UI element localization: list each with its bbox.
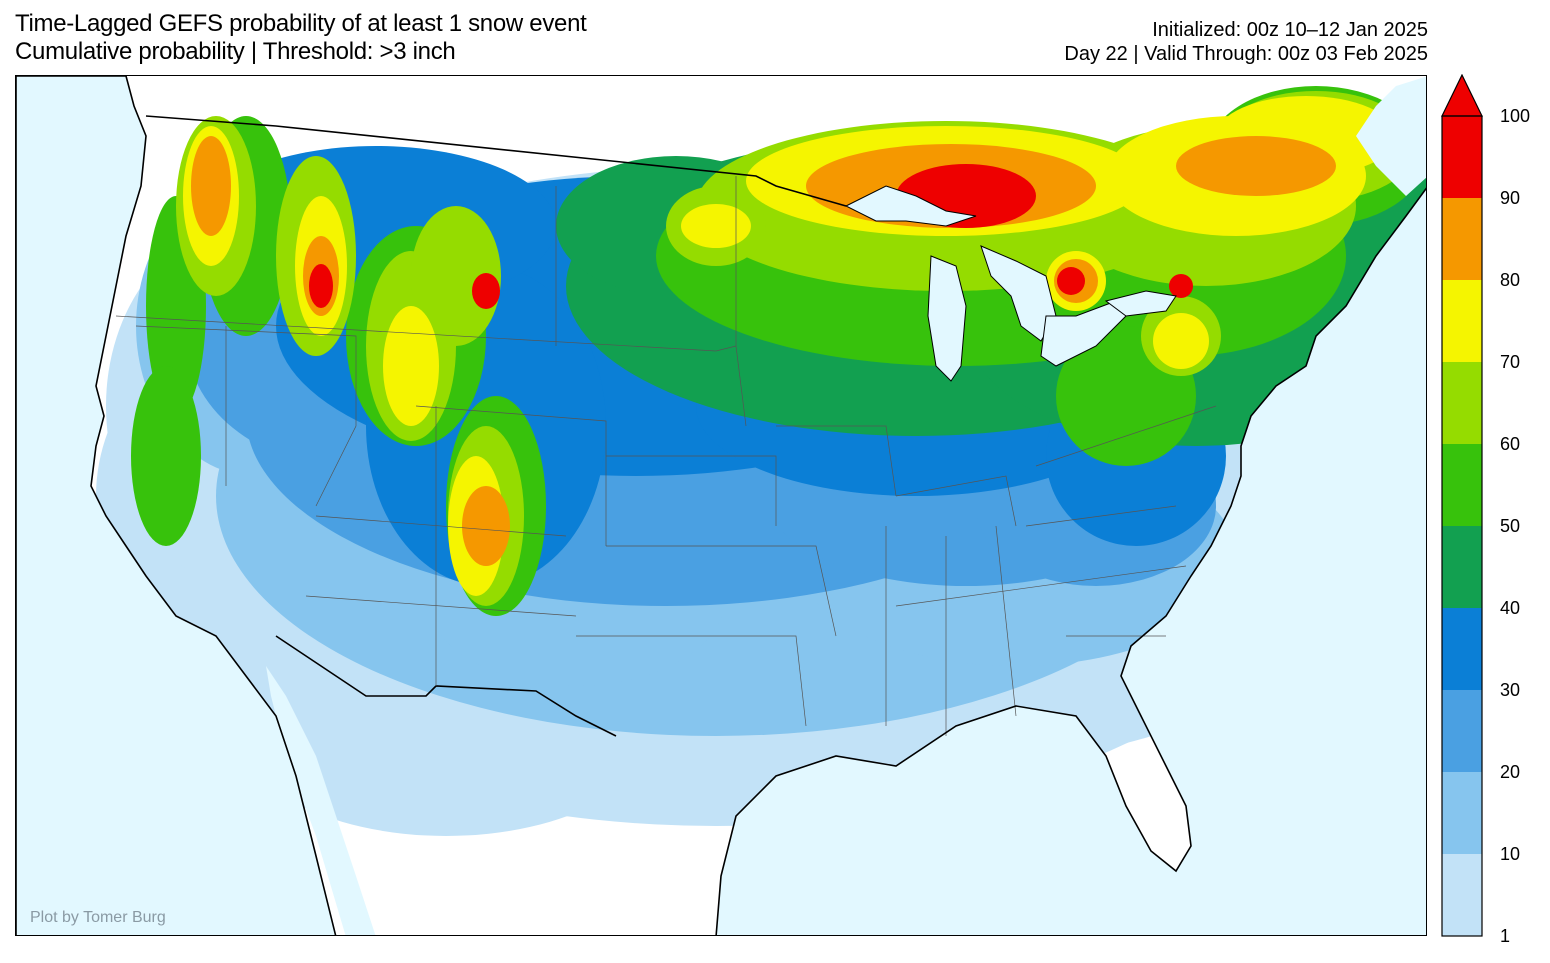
probability-contour-61 [1057, 267, 1085, 295]
ocean-mask [16, 76, 1426, 935]
probability-contour-55 [191, 136, 231, 236]
colorbar [1441, 74, 1483, 937]
colorbar-segment-2 [1442, 690, 1482, 772]
border-line-10 [776, 425, 897, 497]
border-line-9 [735, 176, 747, 427]
ocean-area-0 [16, 76, 336, 935]
lake-2 [980, 245, 1057, 342]
ocean-area-1 [266, 188, 1426, 935]
colorbar-extend-arrow [1441, 74, 1483, 117]
probability-contour-45 [383, 306, 439, 426]
border-line-5 [415, 405, 607, 546]
colorbar-tick-label: 50 [1500, 516, 1521, 536]
colorbar-segment-5 [1442, 444, 1482, 526]
map-title: Time-Lagged GEFS probability of at least… [15, 10, 587, 37]
border-line-11 [895, 475, 1017, 527]
colorbar-frame [1441, 115, 1483, 937]
map-subtitle: Cumulative probability | Threshold: >3 i… [15, 38, 456, 65]
ocean-area-2 [1356, 76, 1426, 196]
border-line-18 [995, 525, 1017, 717]
title-block: Time-Lagged GEFS probability of at least… [15, 10, 587, 66]
probability-contour-52 [1176, 136, 1336, 196]
border-line-6 [606, 455, 777, 526]
border-line-14 [305, 595, 577, 617]
colorbar-segment-7 [1442, 280, 1482, 362]
probability-contour-58 [472, 273, 500, 309]
border-line-21 [895, 565, 1187, 607]
probability-contour-48 [681, 204, 751, 248]
colorbar-tick-label: 40 [1500, 598, 1521, 618]
info-block: Initialized: 00z 10–12 Jan 2025 Day 22 |… [1064, 18, 1428, 66]
state-borders [115, 115, 1217, 737]
great-lakes [844, 185, 1177, 382]
colorbar-tick-label: 90 [1500, 188, 1521, 208]
colorbar-segment-1 [1442, 772, 1482, 854]
colorbar-tick-label: 10 [1500, 844, 1521, 864]
initialized-text: Initialized: 00z 10–12 Jan 2025 [1152, 19, 1428, 41]
lake-0 [844, 185, 977, 227]
colorbar-segment-3 [1442, 608, 1482, 690]
border-line-2 [115, 315, 737, 352]
map-canvas [16, 76, 1426, 935]
colorbar-segment-4 [1442, 526, 1482, 608]
coastline [16, 76, 1426, 935]
map-panel: Plot by Tomer Burg [15, 75, 1427, 936]
colorbar-tick-label: 80 [1500, 270, 1521, 290]
border-line-19 [1025, 505, 1177, 527]
colorbar-tick-label: 70 [1500, 352, 1521, 372]
colorbar-tick-label: 60 [1500, 434, 1521, 454]
colorbar-segment-8 [1442, 198, 1482, 280]
probability-contour-53 [462, 486, 510, 566]
border-line-4 [135, 325, 357, 507]
probability-contour-59 [309, 264, 333, 308]
border-line-7 [606, 545, 837, 637]
lake-1 [927, 255, 967, 382]
lake-3 [1040, 300, 1127, 367]
colorbar-segment-6 [1442, 362, 1482, 444]
border-line-13 [315, 515, 567, 537]
colorbar-tick-label: 1 [1500, 926, 1511, 946]
colorbar-tick-label: 100 [1500, 106, 1531, 126]
border-line-12 [576, 635, 807, 727]
colorbar-tick-label: 30 [1500, 680, 1521, 700]
probability-contour-39 [411, 206, 501, 346]
valid-text: Day 22 | Valid Through: 00z 03 Feb 2025 [1064, 43, 1428, 65]
colorbar-segment-0 [1442, 854, 1482, 936]
colorbar-tick-label: 20 [1500, 762, 1521, 782]
lake-4 [1104, 290, 1177, 317]
probability-contour-49 [1153, 313, 1209, 369]
plot-credit: Plot by Tomer Burg [30, 909, 166, 926]
border-line-0 [145, 115, 847, 207]
colorbar-segment-9 [1442, 116, 1482, 198]
probability-contour-60 [1169, 274, 1193, 298]
border-line-20 [1035, 405, 1217, 467]
probability-contour-30 [131, 366, 201, 546]
